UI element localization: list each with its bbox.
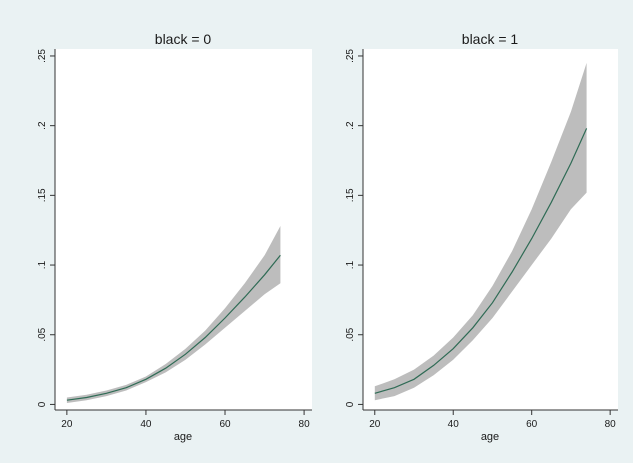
- confidence-band: [66, 226, 281, 403]
- x-tick-label: 60: [526, 419, 538, 430]
- y-tick-label: .1: [345, 260, 356, 269]
- plot-area: [55, 49, 312, 410]
- confidence-band: [374, 62, 587, 401]
- fitted-line: [374, 128, 588, 394]
- y-tick-label: 0: [345, 401, 356, 407]
- y-tick-label: .1: [37, 260, 48, 269]
- x-tick-label: 80: [605, 419, 617, 430]
- x-tick-label: 60: [219, 419, 231, 430]
- y-tick-label: .2: [345, 121, 356, 130]
- y-tick-label: 0: [37, 401, 48, 407]
- y-tick-label: .15: [345, 188, 356, 202]
- panel-title: black = 0: [155, 31, 212, 47]
- y-tick-label: .25: [345, 49, 356, 63]
- x-tick-label: 40: [448, 419, 460, 430]
- x-tick-label: 20: [61, 419, 73, 430]
- x-axis-title: age: [481, 431, 499, 443]
- panel-black-0: black = 0 20 40 60 80 0 .05 .1 .15 .2 .25 age: [37, 31, 312, 443]
- y-tick-label: .15: [37, 188, 48, 202]
- x-tick-label: 80: [299, 419, 311, 430]
- panel-title: black = 1: [462, 31, 519, 47]
- panel-black-1: black = 1 20 40 60 80 0 .05 .1 .15 .2 .25 age: [345, 31, 618, 443]
- x-tick-label: 40: [140, 419, 152, 430]
- fitted-line: [66, 254, 281, 401]
- x-tick-label: 20: [369, 419, 381, 430]
- y-tick-label: .2: [37, 121, 48, 130]
- y-tick-label: .05: [37, 327, 48, 341]
- y-tick-label: .25: [37, 49, 48, 63]
- x-axis-title: age: [174, 431, 192, 443]
- y-tick-label: .05: [345, 327, 356, 341]
